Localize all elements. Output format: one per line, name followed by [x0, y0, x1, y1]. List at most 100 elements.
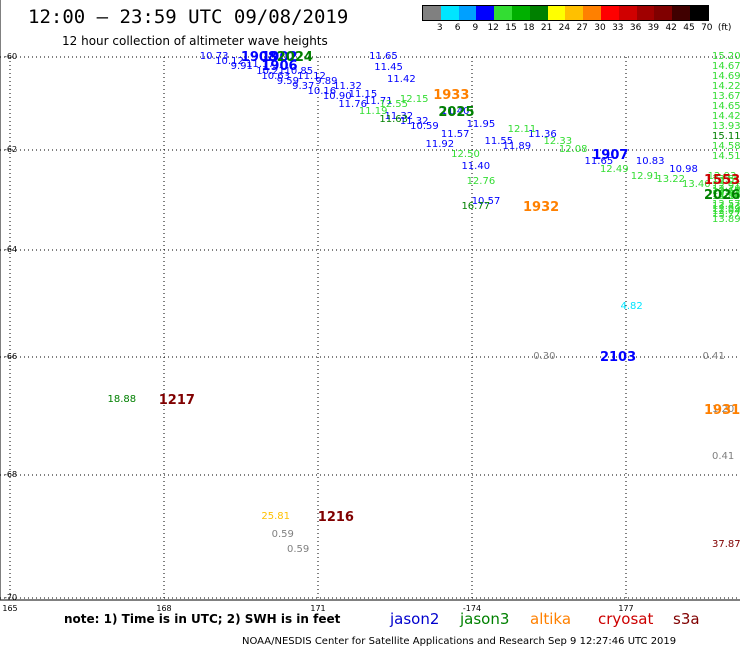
wave-height-value: 15.11	[712, 131, 740, 142]
wave-height-value: 12.93	[707, 171, 737, 182]
wave-height-value: 12.33	[543, 136, 573, 147]
legend-label: 15	[505, 23, 517, 33]
wave-height-value: 12.42	[712, 188, 740, 200]
wave-height-value: 13.84	[712, 191, 740, 202]
wave-height-value: 11.15	[348, 88, 378, 100]
wave-height-value: 10.98	[669, 163, 698, 175]
wave-height-value: 10.83	[635, 156, 665, 167]
wave-height-value: 11.65	[369, 51, 398, 62]
legend-label: 70	[701, 23, 713, 33]
satellite-cryosat: cryosat	[598, 610, 654, 628]
legend-swatch	[511, 6, 530, 20]
legend-swatch	[529, 6, 548, 20]
wave-height-value: 14.67	[712, 61, 740, 72]
wave-height-value: 0.41	[702, 351, 725, 362]
wave-height-value: 11.89	[502, 141, 532, 152]
longitude-label: 165	[2, 604, 18, 613]
satellite-altika: altika	[530, 610, 572, 628]
legend-label: 30	[594, 23, 606, 33]
legend-label: 12	[487, 23, 499, 33]
satellite-s3a: s3a	[673, 610, 700, 628]
wave-height-value: 9.37	[292, 81, 315, 92]
latitude-label: -64	[4, 245, 18, 254]
wave-height-value: 11.63	[379, 113, 408, 125]
wave-height-value: 10.59	[410, 121, 439, 132]
legend-labels: 3 6 9 12 15 18 21 24 27 30 33 36 39 42 45 70 (ft)	[422, 21, 731, 35]
wave-height-value: 11.32	[399, 116, 429, 127]
wave-height-value: 14.19	[712, 191, 740, 202]
pass-time-label: 1931	[704, 402, 740, 418]
wave-height-value: 12.91	[630, 171, 660, 182]
pass-time-label: 2026	[704, 187, 740, 203]
legend-swatch	[672, 6, 690, 20]
legend-label: 45	[683, 23, 695, 33]
wave-height-value: 11.95	[466, 118, 496, 130]
legend-swatch	[423, 6, 441, 20]
satellite-jason3: jason3	[460, 610, 510, 628]
pass-time-label: 2024	[276, 50, 313, 65]
legend-label: 36	[629, 23, 642, 33]
footer-credit: NOAA/NESDIS Center for Satellite Applica…	[242, 636, 677, 647]
wave-height-value: 11.57	[440, 128, 470, 140]
pass-time-label: 1216	[317, 510, 354, 525]
page-title: 12:00 – 23:59 UTC 09/08/2019	[28, 6, 349, 28]
wave-height-value: 10.16	[307, 86, 337, 97]
wave-height-value: 13.81	[712, 173, 740, 185]
longitude-label: -174	[462, 604, 482, 613]
wave-height-value: 12.04	[712, 206, 740, 217]
wave-height-value: 11.19	[358, 106, 388, 117]
latitude-label: -66	[4, 352, 18, 361]
pass-time-label: 1902	[261, 50, 298, 65]
wave-height-value: 10.57	[471, 196, 501, 207]
wave-height-value: 11.36	[528, 128, 557, 140]
page-subtitle: 12 hour collection of altimeter wave hei…	[62, 34, 328, 48]
legend-swatch	[654, 6, 673, 20]
pass-time-label: 2103	[599, 350, 637, 365]
wave-height-value: 11.40	[461, 161, 491, 172]
wave-height-value: 11.45	[374, 62, 403, 73]
legend-label: 9	[472, 23, 479, 33]
wave-height-value: 12.70	[712, 183, 740, 195]
wave-height-value: 14.51	[712, 151, 740, 162]
legend-label: 27	[576, 23, 588, 33]
legend-label: 3	[436, 23, 443, 33]
wave-height-value: 13.77	[712, 208, 740, 220]
legend-swatch	[618, 6, 637, 20]
wave-height-value: 12.49	[599, 163, 629, 175]
wave-height-value: 11.32	[384, 111, 414, 122]
longitude-label: 177	[618, 604, 634, 613]
wave-height-value: 14.58	[712, 141, 740, 152]
wave-height-value: 13.40	[682, 178, 711, 190]
latitude-label: -70	[4, 593, 18, 602]
wave-height-value: 12.08	[558, 143, 588, 155]
wave-height-value: 12.15	[399, 93, 429, 105]
wave-height-value: 14.65	[712, 101, 740, 112]
pass-time-label: 1553	[704, 172, 740, 188]
legend-label: 24	[558, 23, 571, 33]
legend-swatch	[440, 6, 459, 20]
wave-height-value: 13.43	[712, 201, 740, 212]
wave-height-value: 9.91	[230, 61, 253, 72]
legend-swatch	[636, 6, 655, 20]
wave-height-value: 4.82	[620, 301, 643, 312]
wave-height-color-legend: 3 6 9 12 15 18 21 24 27 30 33 36 39 42 45 70 (ft)	[422, 5, 731, 35]
wave-height-value: 11.32	[333, 81, 362, 92]
wave-height-value: 11.76	[338, 98, 367, 110]
footer-note: note: 1) Time is in UTC; 2) SWH is in fe…	[64, 612, 341, 626]
wave-height-value: 11.65	[584, 156, 614, 167]
pass-time-label: 1906	[261, 59, 298, 74]
wave-height-value: 12.55	[379, 98, 408, 110]
legend-label: 18	[523, 23, 535, 33]
legend-swatch	[494, 6, 512, 20]
legend-swatches	[422, 5, 709, 21]
pass-time-label: 1933	[433, 87, 470, 103]
wave-height-value: 13.22	[656, 173, 686, 185]
legend-swatch	[458, 6, 477, 20]
latitude-label: -68	[4, 470, 18, 479]
legend-label: (ft)	[717, 23, 732, 33]
wave-height-value: 13.65	[712, 186, 740, 197]
wave-height-value: 11.40	[440, 106, 470, 117]
pass-time-label: 1217	[158, 392, 195, 408]
wave-height-value: 11.55	[484, 136, 514, 147]
wave-height-value: 0.30	[533, 351, 556, 362]
